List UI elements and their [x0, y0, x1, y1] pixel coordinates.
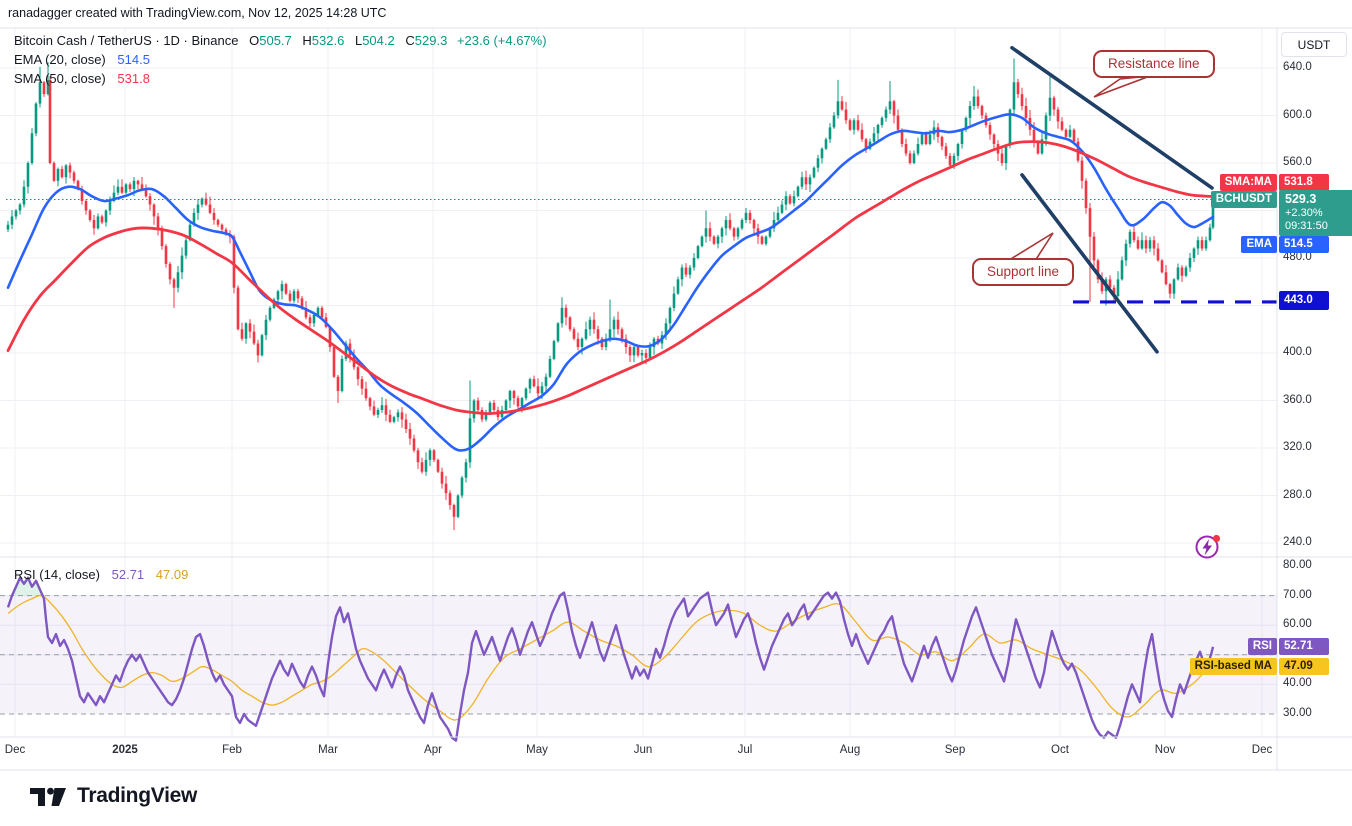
time-tick-label: Jul [737, 744, 753, 756]
time-tick-label: Sep [944, 744, 966, 756]
sma-value: 531.8 [117, 71, 150, 86]
tradingview-wordmark: TradingView [77, 784, 198, 807]
time-tick-label: Dec [1251, 744, 1273, 756]
attribution-text: ranadagger created with TradingView.com,… [8, 6, 387, 20]
sma-legend-row[interactable]: SMA (50, close) 531.8 [14, 70, 547, 88]
resistance-trendline[interactable] [1010, 46, 1214, 190]
close-label: C [405, 33, 415, 48]
time-tick-label: Nov [1154, 744, 1176, 756]
last-price-change-pct: +2.30% [1285, 207, 1323, 219]
price-tick-label: 360.0 [1283, 393, 1312, 406]
time-tick-label: Aug [839, 744, 861, 756]
ema-legend-row[interactable]: EMA (20, close) 514.5 [14, 51, 547, 69]
bar-countdown: 09:31:50 [1285, 220, 1328, 232]
symbol-legend-row[interactable]: Bitcoin Cash / TetherUS · 1D · Binance O… [14, 32, 547, 50]
price-tick-label: 560.0 [1283, 156, 1312, 168]
ema-label: EMA (20, close) [14, 52, 106, 67]
price-tick-label: 640.0 [1283, 61, 1312, 73]
symbol-legend: Bitcoin Cash / TetherUS · 1D · Binance O… [14, 32, 547, 89]
high-label: H [302, 33, 312, 48]
open-label: O [249, 33, 260, 48]
rsi-value: 52.71 [111, 567, 145, 582]
sma50-line[interactable] [6, 140, 1215, 416]
symbol-title[interactable]: Bitcoin Cash / TetherUS · 1D · Binance [14, 33, 239, 48]
time-tick-label: 2025 [112, 744, 138, 756]
currency-toggle-button[interactable]: USDT [1281, 32, 1347, 57]
tradingview-glyph-icon [30, 787, 66, 806]
tradingview-logo[interactable]: TradingView [28, 781, 197, 811]
ema-price-badge[interactable]: 514.5 [1279, 236, 1329, 253]
rsi-tick-label: 70.00 [1283, 588, 1312, 601]
time-tick-label: Jun [633, 744, 653, 756]
candles [6, 58, 1215, 530]
boost-flash-icon[interactable] [1193, 531, 1223, 561]
low-value: 504.2 [362, 33, 395, 48]
ema-value: 514.5 [117, 52, 150, 67]
time-tick-label: Oct [1051, 744, 1069, 756]
price-tick-label: 600.0 [1283, 108, 1312, 121]
support-level-badge[interactable]: 443.0 [1279, 291, 1329, 310]
price-tick-label: 320.0 [1283, 441, 1312, 453]
ema-series-tag[interactable]: EMA [1241, 236, 1277, 253]
last-price-badge[interactable]: 529.3 +2.30% 09:31:50 [1279, 190, 1352, 236]
time-tick-label: Apr [424, 744, 442, 756]
rsi-series-tag[interactable]: RSI [1247, 638, 1277, 655]
resistance-line-callout[interactable]: Resistance line [1093, 50, 1215, 78]
price-tick-label: 480.0 [1283, 251, 1312, 263]
close-value: 529.3 [414, 33, 448, 48]
time-tick-label: Dec [4, 744, 26, 756]
sma-label: SMA (50, close) [14, 71, 106, 86]
price-tick-label: 240.0 [1283, 536, 1312, 548]
rsi-value-badge[interactable]: 52.71 [1279, 638, 1329, 655]
open-value: 505.7 [259, 33, 292, 48]
high-value: 532.6 [311, 33, 345, 48]
ema20-line[interactable] [6, 112, 1215, 452]
rsi-ma-value: 47.09 [155, 567, 189, 582]
sma-price-badge[interactable]: 531.8 [1279, 174, 1329, 191]
rsi-tick-label: 80.00 [1283, 559, 1312, 571]
price-tick-label: 400.0 [1283, 346, 1312, 358]
rsi-tick-label: 40.00 [1283, 677, 1312, 690]
sma-series-tag[interactable]: SMA:MA [1219, 174, 1277, 191]
last-price-value: 529.3 [1285, 192, 1317, 206]
rsi-tick-label: 30.00 [1283, 707, 1312, 719]
time-tick-label: May [526, 744, 548, 756]
rsi-tick-label: 60.00 [1283, 618, 1312, 631]
symbol-series-tag[interactable]: BCHUSDT [1210, 191, 1277, 208]
support-line-callout[interactable]: Support line [972, 258, 1075, 286]
rsi-label: RSI (14, close) [14, 567, 100, 582]
time-tick-label: Mar [318, 744, 338, 756]
rsi-overbought-fill [12, 577, 43, 596]
support-trendline[interactable] [1020, 173, 1159, 354]
rsi-ma-series-tag[interactable]: RSI-based MA [1189, 658, 1277, 675]
rsi-legend-row[interactable]: RSI (14, close) 52.71 47.09 [14, 567, 188, 582]
time-tick-label: Feb [222, 744, 242, 756]
rsi-line[interactable] [6, 576, 1215, 742]
rsi-ma-value-badge[interactable]: 47.09 [1279, 658, 1329, 675]
price-tick-label: 280.0 [1283, 488, 1312, 501]
low-label: L [354, 33, 363, 48]
change-value: +23.6 (+4.67%) [456, 33, 547, 48]
resistance-callout-tail [1093, 75, 1151, 98]
